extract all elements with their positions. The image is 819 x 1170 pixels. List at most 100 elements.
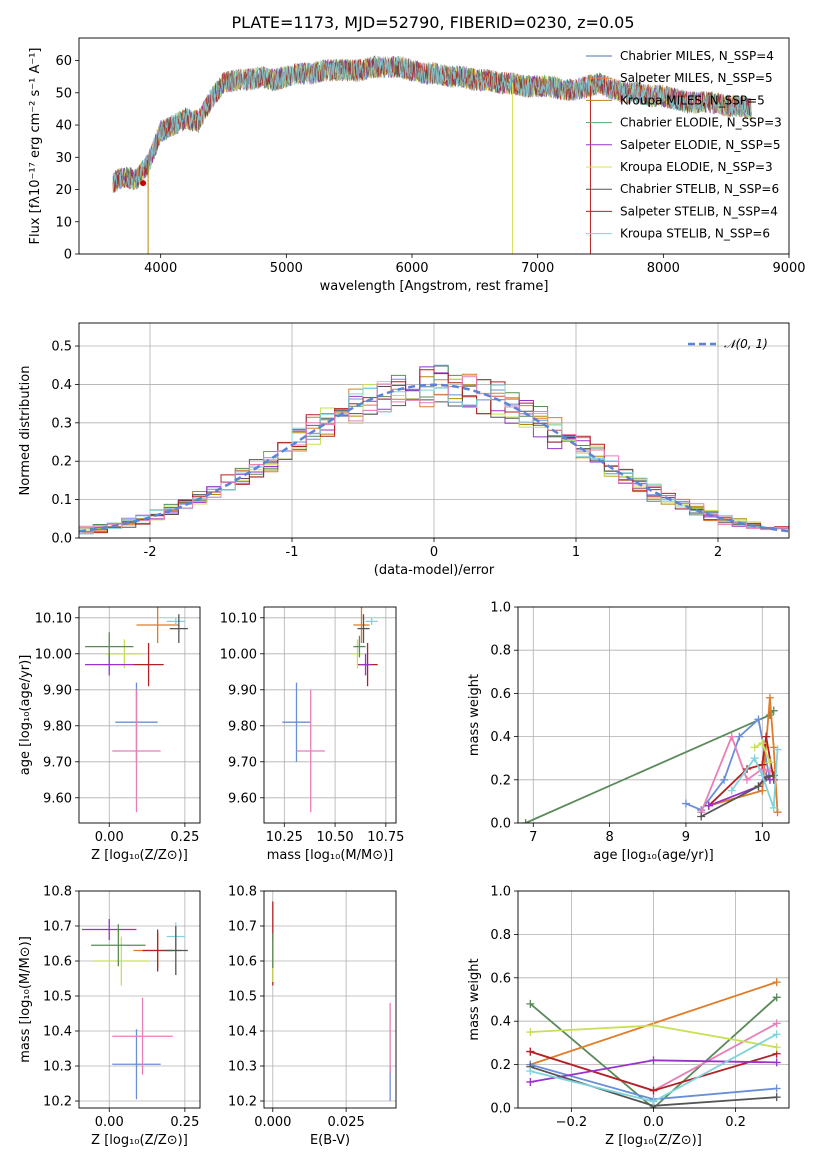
plot-area [272, 901, 391, 1101]
mass-weight-series-0 [525, 710, 775, 823]
x-tick-label: 9 [682, 830, 690, 845]
legend-entry: Salpeter STELIB, N_SSP=4 [620, 204, 778, 218]
x-tick-label: 4000 [144, 261, 177, 276]
y-tick-label: 10.8 [228, 885, 257, 900]
y-tick-label: 10.3 [228, 1060, 257, 1075]
errorbar-point [353, 635, 366, 658]
y-tick-label: 10 [55, 215, 72, 230]
y-tick-label: 10.10 [35, 611, 72, 626]
axes-frame [78, 606, 201, 824]
plus-marker [758, 771, 767, 780]
age-vs-Z-panel: 0.00 0.25 9.60 9.70 9.80 9.90 10.00 10.10 Z [log… [18, 606, 201, 863]
errorbar-point [365, 617, 378, 625]
plus-marker [772, 1084, 781, 1093]
y-tick-label: 0.6 [490, 687, 511, 702]
y-tick-label: 50 [55, 86, 72, 101]
plot-area [112, 55, 752, 254]
plus-marker [750, 743, 759, 752]
y-tick-label: 0.8 [490, 928, 511, 943]
mass-vs-Z-panel: 0.00 0.25 10.2 10.3 10.4 10.5 10.6 10.7 10.8 Z [l… [18, 885, 201, 1148]
x-axis-label: E(B-V) [310, 1133, 350, 1148]
x-tick-label: 6000 [395, 261, 428, 276]
errorbar-point [353, 607, 370, 643]
x-tick-label: -2 [144, 545, 157, 560]
plus-marker [765, 693, 774, 702]
errorbar-point [136, 607, 179, 643]
errorbar-point [351, 639, 364, 669]
y-tick-label: 10.3 [43, 1060, 72, 1075]
errorbar-point [112, 689, 161, 813]
y-tick-label: 10.7 [228, 920, 257, 935]
plus-marker [526, 1047, 535, 1056]
legend-entry: Kroupa MILES, N_SSP=5 [620, 93, 765, 107]
spectrum-panel: 4000 5000 6000 7000 8000 9000 0 10 20 30 40 50 60 wav… [28, 37, 806, 294]
normal-reference-curve [79, 383, 789, 533]
legend-entry: Kroupa ELODIE, N_SSP=3 [620, 160, 773, 174]
plus-marker [772, 1030, 781, 1039]
y-tick-label: 9.60 [228, 791, 257, 806]
plus-marker [765, 711, 774, 719]
errorbar-point [163, 926, 188, 975]
errorbar-point [359, 653, 372, 676]
y-tick-label: 0 [64, 248, 72, 263]
y-tick-label: 0.8 [490, 644, 511, 659]
plus-marker [750, 754, 759, 763]
y-tick-label: 9.70 [228, 755, 257, 770]
axes-frame [517, 890, 790, 1109]
y-tick-label: 60 [55, 54, 72, 69]
x-tick-label: 10.75 [367, 830, 404, 845]
plus-marker [526, 1028, 535, 1037]
plus-marker [526, 999, 535, 1008]
x-tick-label: -1 [286, 545, 299, 560]
y-tick-label: 10.5 [43, 990, 72, 1005]
plus-marker [526, 1077, 535, 1086]
errorbar-point [106, 639, 143, 669]
y-tick-label: 10.6 [43, 955, 72, 970]
mass-weight-vs-Z-panel: −0.2 0.0 0.2 0.0 0.2 0.4 0.6 0.8 1.0 Z [log₁₀(Z/Z… [467, 885, 790, 1148]
y-tick-label: 10.4 [43, 1025, 72, 1040]
x-tick-label: 0.00 [95, 830, 124, 845]
plus-marker [649, 1097, 658, 1106]
x-axis-label: (data-model)/error [374, 563, 495, 578]
legend-entry: Kroupa STELIB, N_SSP=6 [620, 227, 770, 241]
axes-frame [78, 322, 790, 539]
mass-weight-vs-age-panel: 7 8 9 10 0.0 0.2 0.4 0.6 0.8 1.0 age [log₁₀(age/yr… [467, 601, 790, 863]
y-tick-label: 10.6 [228, 955, 257, 970]
mass-weight-series-7 [700, 774, 774, 818]
plus-marker [758, 786, 767, 795]
errorbar-point [112, 1029, 161, 1100]
x-axis-label: age [log₁₀(age/yr)] [593, 848, 714, 863]
y-tick-label: 10.00 [35, 647, 72, 662]
x-axis-label: mass [log₁₀(M/M⊙)] [267, 848, 394, 863]
legend-entry: Salpeter ELODIE, N_SSP=5 [620, 138, 781, 152]
plus-marker [772, 1058, 781, 1067]
residuals-panel: -2 -1 0 1 2 0.0 0.1 0.2 0.3 0.4 0.5 (data-model)/er… [18, 322, 790, 578]
plus-marker [649, 1021, 658, 1030]
data-point-marker [140, 180, 147, 187]
x-axis-label: wavelength [Angstrom, rest frame] [320, 279, 549, 294]
plus-marker [649, 1086, 658, 1095]
y-tick-label: 20 [55, 183, 72, 198]
y-tick-label: 0.6 [490, 971, 511, 986]
x-tick-label: 9000 [772, 261, 805, 276]
errorbar-point [82, 919, 137, 940]
y-tick-label: 0.4 [51, 378, 72, 393]
errorbar-point [169, 614, 188, 643]
y-tick-label: 10.8 [43, 885, 72, 900]
y-tick-label: 0.4 [490, 1015, 511, 1030]
y-tick-label: 0.2 [490, 1058, 511, 1073]
y-tick-label: 10.5 [228, 990, 257, 1005]
y-tick-label: 0.2 [51, 455, 72, 470]
y-tick-label: 9.80 [228, 719, 257, 734]
y-tick-label: 10.4 [228, 1025, 257, 1040]
y-tick-label: 10.10 [220, 611, 257, 626]
y-tick-label: 0.0 [490, 817, 511, 832]
y-tick-label: 40 [55, 119, 72, 134]
y-tick-label: 0.1 [51, 493, 72, 508]
plus-marker [772, 1043, 781, 1052]
mass-weight-series-3 [700, 734, 771, 813]
errorbar-point [282, 682, 311, 762]
histogram-series-7 [79, 369, 789, 534]
plus-marker [526, 1067, 535, 1076]
